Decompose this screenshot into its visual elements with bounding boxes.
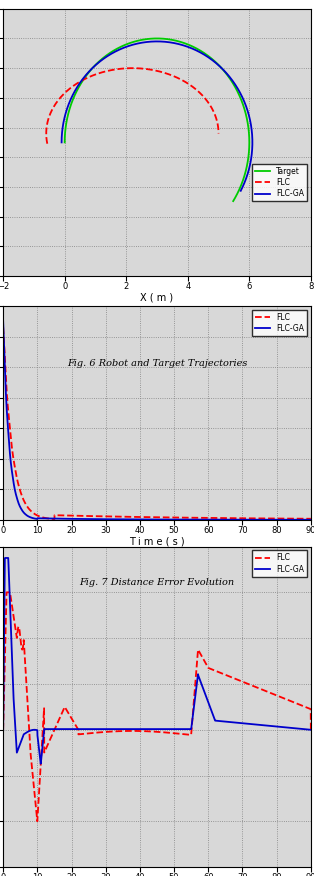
- Text: Fig. 6 Robot and Target Trajectories: Fig. 6 Robot and Target Trajectories: [67, 359, 247, 368]
- Legend: FLC, FLC-GA: FLC, FLC-GA: [252, 550, 307, 576]
- Text: Fig. 7 Distance Error Evolution: Fig. 7 Distance Error Evolution: [79, 578, 235, 587]
- Legend: FLC, FLC-GA: FLC, FLC-GA: [252, 310, 307, 336]
- X-axis label: T i m e ( s ): T i m e ( s ): [129, 536, 185, 547]
- Legend: Target, FLC, FLC-GA: Target, FLC, FLC-GA: [252, 164, 307, 201]
- X-axis label: X ( m ): X ( m ): [140, 293, 174, 303]
